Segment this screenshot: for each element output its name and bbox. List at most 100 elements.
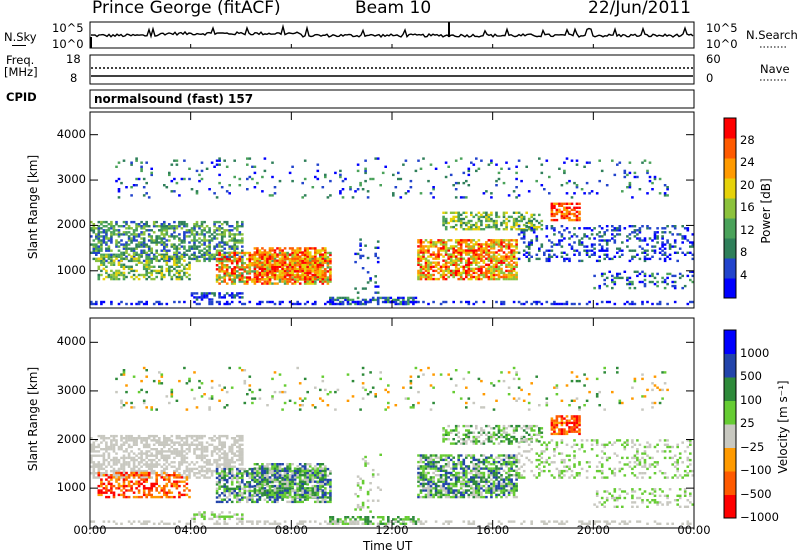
heatmap-cell xyxy=(412,300,415,304)
heatmap-cell xyxy=(168,491,171,494)
heatmap-cell xyxy=(256,259,259,262)
heatmap-cell xyxy=(419,251,423,254)
heatmap-cell xyxy=(215,259,219,263)
heatmap-cell xyxy=(520,231,523,234)
heatmap-cell xyxy=(293,257,297,260)
heatmap-cell xyxy=(248,268,252,271)
heatmap-cell xyxy=(127,476,131,479)
heatmap-cell xyxy=(112,445,116,449)
heatmap-cell xyxy=(631,282,634,286)
heatmap-cell xyxy=(407,298,410,302)
heatmap-cell xyxy=(122,476,126,479)
heatmap-cell xyxy=(135,439,138,442)
heatmap-cell xyxy=(291,282,294,285)
heatmap-cell xyxy=(407,190,410,193)
heatmap-cell xyxy=(152,463,156,466)
heatmap-cell xyxy=(100,273,103,277)
heatmap-cell xyxy=(633,231,637,234)
heatmap-cell xyxy=(437,277,440,281)
heatmap-cell xyxy=(168,239,171,242)
heatmap-cell xyxy=(555,202,559,205)
heatmap-cell xyxy=(120,255,123,258)
heatmap-cell xyxy=(291,487,294,490)
heatmap-cell xyxy=(603,231,606,234)
heatmap-cell xyxy=(238,177,242,181)
heatmap-cell xyxy=(616,229,619,232)
heatmap-cell xyxy=(278,269,282,273)
heatmap-cell xyxy=(291,302,294,306)
heatmap-cell xyxy=(228,470,231,473)
heatmap-cell xyxy=(459,239,463,242)
heatmap-cell xyxy=(195,456,199,460)
heatmap-cell xyxy=(208,300,211,304)
heatmap-cell xyxy=(268,257,272,260)
heatmap-cell xyxy=(480,265,483,268)
heatmap-cell xyxy=(168,259,171,263)
heatmap-cell xyxy=(653,245,657,248)
heatmap-cell xyxy=(472,259,476,262)
heatmap-cell xyxy=(180,458,184,462)
heatmap-cell xyxy=(535,239,539,242)
heatmap-cell xyxy=(593,286,596,290)
heatmap-cell xyxy=(477,217,481,221)
heatmap-cell xyxy=(288,275,292,279)
heatmap-cell xyxy=(497,269,501,273)
heatmap-cell xyxy=(102,235,106,238)
heatmap-cell xyxy=(170,445,174,449)
heatmap-cell xyxy=(92,443,96,446)
heatmap-cell xyxy=(107,489,111,492)
heatmap-cell xyxy=(230,268,234,271)
heatmap-cell xyxy=(223,467,226,471)
heatmap-cell xyxy=(183,454,186,457)
heatmap-cell xyxy=(230,474,234,477)
heatmap-cell xyxy=(492,241,496,244)
heatmap-cell xyxy=(225,481,229,484)
heatmap-cell xyxy=(487,163,491,166)
heatmap-cell xyxy=(548,257,551,261)
heatmap-cell xyxy=(560,302,564,306)
heatmap-cell xyxy=(376,157,380,160)
heatmap-cell xyxy=(223,159,226,162)
heatmap-cell xyxy=(155,249,158,252)
heatmap-cell xyxy=(253,272,257,275)
heatmap-cell xyxy=(115,443,118,446)
heatmap-cell xyxy=(122,253,126,256)
heatmap-cell xyxy=(303,255,307,259)
heatmap-cell xyxy=(636,233,639,236)
heatmap-cell xyxy=(140,261,143,264)
heatmap-cell xyxy=(482,251,486,254)
heatmap-cell xyxy=(429,261,433,264)
heatmap-cell xyxy=(507,245,511,248)
heatmap-cell xyxy=(497,177,501,181)
heatmap-cell xyxy=(475,253,478,256)
heatmap-cell xyxy=(230,450,234,453)
heatmap-cell xyxy=(497,271,501,275)
heatmap-cell xyxy=(183,472,186,475)
heatmap-cell xyxy=(470,213,473,217)
heatmap-cell xyxy=(200,243,204,246)
heatmap-cell xyxy=(135,441,138,444)
heatmap-cell xyxy=(158,495,161,499)
heatmap-cell xyxy=(482,271,486,275)
heatmap-cell xyxy=(550,208,554,212)
heatmap-cell xyxy=(447,265,450,268)
heatmap-cell xyxy=(298,269,302,273)
heatmap-cell xyxy=(638,229,642,232)
heatmap-cell xyxy=(452,247,455,250)
heatmap-cell xyxy=(110,233,113,236)
heatmap-cell xyxy=(329,259,332,263)
heatmap-cell xyxy=(150,171,153,175)
heatmap-cell xyxy=(321,259,325,263)
heatmap-cell xyxy=(238,268,242,271)
heatmap-cell xyxy=(165,476,169,479)
heatmap-cell xyxy=(308,269,312,273)
heatmap-cell xyxy=(608,300,611,304)
heatmap-cell xyxy=(150,257,153,261)
heatmap-cell xyxy=(223,443,226,446)
heatmap-cell xyxy=(268,194,272,197)
heatmap-cell xyxy=(115,463,118,466)
heatmap-cell xyxy=(374,281,377,284)
heatmap-cell xyxy=(266,261,269,264)
heatmap-cell xyxy=(457,259,460,262)
heatmap-cell xyxy=(573,212,576,216)
